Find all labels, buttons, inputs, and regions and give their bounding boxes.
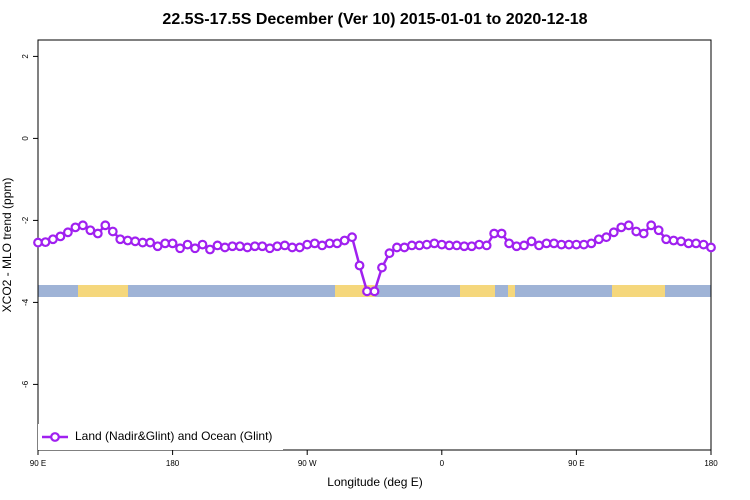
point (63, 227, 73, 238)
point (706, 242, 716, 253)
point (496, 228, 507, 239)
chart-title: 22.5S-17.5S December (Ver 10) 2015-01-01… (162, 11, 587, 28)
point (466, 241, 477, 252)
y-axis-label: XCO2 - MLO trend (ppm) (0, 178, 14, 313)
land-band (612, 285, 665, 297)
point (661, 234, 672, 245)
x-tick-label: 180 (166, 459, 180, 468)
point (130, 236, 141, 247)
legend-marker (50, 432, 60, 442)
point (377, 262, 387, 273)
point (182, 239, 193, 250)
x-tick-label: 90 E (568, 459, 584, 468)
y-tick-label: 2 (21, 54, 30, 59)
x-tick-label: 90 W (298, 459, 317, 468)
point (347, 232, 357, 243)
x-tick-label: 180 (704, 459, 718, 468)
legend (38, 424, 283, 450)
point (242, 242, 253, 253)
point (646, 220, 657, 231)
x-tick-label: 0 (440, 459, 445, 468)
point (601, 232, 612, 243)
point (481, 240, 492, 251)
point (429, 238, 440, 249)
point (55, 231, 66, 242)
point (354, 260, 365, 271)
point (623, 220, 634, 231)
point (519, 240, 529, 251)
point (549, 238, 559, 249)
point (220, 242, 230, 253)
point (234, 241, 245, 252)
land-band (78, 285, 128, 297)
point (197, 239, 208, 250)
point (107, 226, 118, 237)
x-tick-label: 90 E (30, 459, 46, 468)
y-tick-label: 0 (21, 136, 30, 141)
point (302, 239, 313, 250)
land-band (508, 285, 515, 297)
y-tick-label: -2 (21, 216, 30, 224)
y-tick-label: -6 (21, 380, 30, 388)
legend-label: Land (Nadir&Glint) and Ocean (Glint) (75, 429, 272, 443)
point (205, 244, 215, 255)
point (578, 239, 589, 250)
point (85, 225, 96, 236)
point (384, 248, 395, 259)
point (421, 239, 432, 250)
point (100, 220, 111, 231)
point (167, 238, 178, 249)
point (526, 236, 537, 247)
point (145, 237, 156, 248)
point (77, 220, 88, 231)
y-tick-label: -4 (21, 298, 30, 306)
land-band (460, 285, 495, 297)
point (339, 235, 350, 246)
point (608, 227, 619, 238)
point (691, 238, 701, 249)
point (638, 228, 649, 239)
point (92, 228, 103, 239)
point (190, 243, 200, 254)
x-axis-label: Longitude (deg E) (327, 475, 422, 489)
point (586, 238, 597, 249)
point (115, 234, 126, 245)
point (369, 286, 380, 297)
point (175, 243, 185, 254)
point (653, 225, 664, 236)
